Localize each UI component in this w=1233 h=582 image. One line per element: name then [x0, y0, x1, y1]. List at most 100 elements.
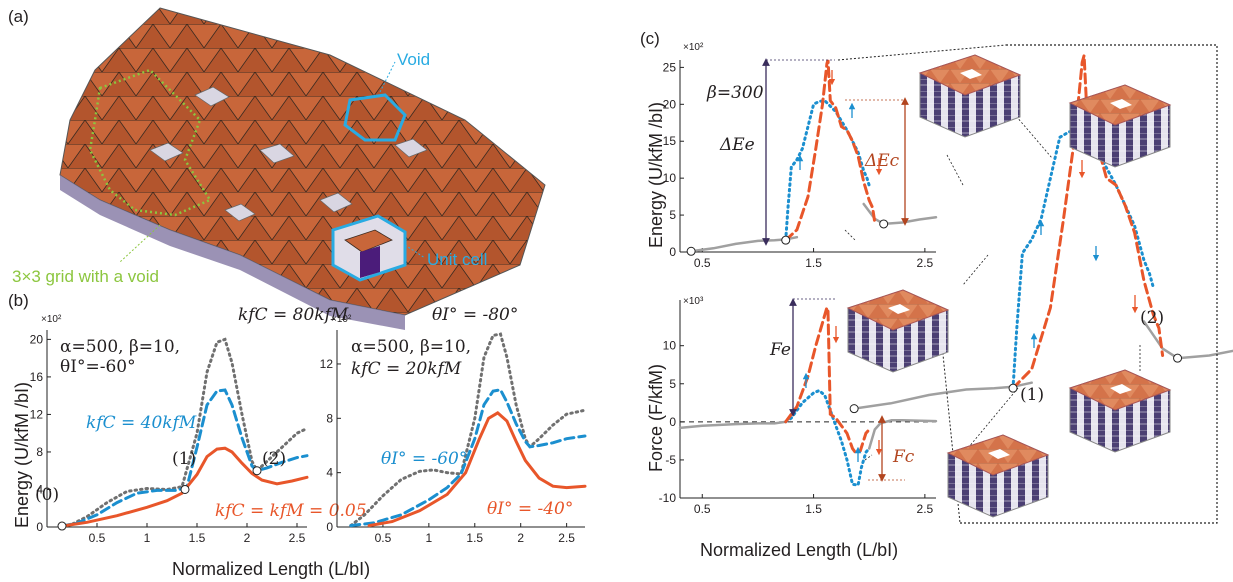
y-tick-label: 25 — [663, 60, 677, 74]
state-point-1 — [781, 235, 791, 245]
c-pt1: (1) — [1020, 385, 1044, 405]
c-delta-c: ΔEc — [864, 151, 900, 171]
y-tick-label: 12 — [320, 357, 334, 371]
x-tick-label: 1.5 — [189, 531, 206, 545]
unit-cell-label: Unit cell — [427, 250, 487, 269]
series-line-2 — [1011, 128, 1155, 390]
state-point-1 — [1008, 383, 1018, 393]
c-fe: Fe — [769, 340, 791, 360]
origami-lattice-illustration — [59, 7, 546, 330]
folded-state-illustrations — [846, 54, 1172, 518]
b-left-pt0: (0) — [35, 485, 59, 505]
x-tick-label: 0.5 — [694, 256, 711, 270]
panel-b-ylabel: Energy (U/kfM /bI) — [12, 382, 32, 528]
x-tick-label: 2.5 — [917, 256, 934, 270]
y-tick-label: 15 — [663, 134, 677, 148]
y-tick-label: -5 — [665, 453, 676, 467]
state-point-2 — [879, 219, 889, 229]
series-line-0 — [689, 235, 799, 253]
grid-label: 3×3 grid with a void — [12, 267, 159, 286]
b-left-params2: θI°=-60° — [60, 357, 136, 377]
x-tick-label: 2.5 — [917, 502, 934, 516]
panel-c-force-ylabel: Force (F/kfM) — [646, 364, 666, 472]
y-tick-label: -10 — [659, 491, 677, 505]
b-left-params1: α=500, β=10, — [60, 337, 180, 357]
b-left-scale: ×10² — [41, 314, 62, 325]
x-tick-label: 2.5 — [289, 531, 306, 545]
b-right-params2: kfC = 20kfM — [351, 359, 462, 379]
c-fc: Fc — [892, 447, 915, 467]
x-tick-label: 2 — [517, 531, 524, 545]
y-tick-label: 0 — [326, 520, 333, 534]
x-tick-label: 1.5 — [805, 256, 822, 270]
chart-b-left: 0.5 1 1.5 2 2.5 0 4 8 12 16 20 — [30, 330, 309, 545]
panel-a-label: (a) — [8, 7, 29, 26]
x-tick-label: 1 — [426, 531, 433, 545]
b-left-kfc-mid: kfC = 40kfM — [86, 413, 197, 433]
y-tick-label: 8 — [326, 411, 333, 425]
b-right-theta-top: θI° = -80° — [432, 305, 518, 325]
y-tick-label: 20 — [30, 332, 44, 346]
series-line-2 — [60, 446, 309, 528]
series-line-0 — [852, 381, 1033, 410]
state-point-1 — [180, 484, 190, 494]
series-line-1 — [349, 388, 587, 528]
c-energy-scale: ×10² — [683, 42, 704, 53]
state-point-2 — [252, 466, 262, 476]
b-left-pt1: (1) — [172, 449, 196, 469]
chart-b-right: 0.5 1 1.5 2 2.5 0 4 8 12 — [320, 330, 587, 545]
state-point-0 — [686, 246, 696, 256]
void-label: Void — [397, 50, 430, 69]
series-line-0 — [349, 332, 587, 528]
panel-c-label: (c) — [640, 29, 660, 48]
state-point-0 — [57, 521, 67, 531]
panel-c-energy-ylabel: Energy (U/kfM /bI) — [646, 102, 666, 248]
y-tick-label: 0 — [669, 415, 676, 429]
series-line-2 — [784, 99, 871, 242]
y-tick-label: 10 — [663, 339, 677, 353]
c-delta-e: ΔEe — [719, 135, 755, 155]
unit-cell-illustration — [331, 214, 426, 282]
x-tick-label: 2 — [244, 531, 251, 545]
c-beta-label: β=300 — [706, 83, 764, 103]
panel-b-xlabel: Normalized Length (L/bI) — [172, 559, 370, 579]
x-tick-label: 1.5 — [805, 502, 822, 516]
series-line-1 — [60, 388, 309, 528]
c-pt2: (2) — [1140, 308, 1164, 328]
series-line-2 — [784, 388, 871, 487]
y-tick-label: 20 — [663, 97, 677, 111]
y-tick-label: 5 — [669, 208, 676, 222]
series-line-1 — [1142, 320, 1233, 360]
y-tick-label: 0 — [36, 520, 43, 534]
chart-c-energy: 0.5 1.5 2.5 0 5 10 15 20 25 — [663, 59, 938, 270]
b-right-theta-bot: θI° = -40° — [487, 499, 573, 519]
x-tick-label: 0.5 — [375, 531, 392, 545]
y-tick-label: 5 — [669, 377, 676, 391]
series-line-0 — [60, 337, 309, 528]
y-tick-label: 4 — [36, 482, 43, 496]
b-left-kfc-bot: kfC = kfM = 0.05 — [215, 501, 367, 521]
state-point-0 — [849, 404, 859, 414]
x-tick-label: 1.5 — [466, 531, 483, 545]
b-right-scale: ×10² — [331, 314, 352, 325]
y-tick-label: 4 — [326, 466, 333, 480]
state-point-2 — [1173, 353, 1183, 363]
series-line-0 — [678, 420, 787, 430]
y-tick-label: 8 — [36, 445, 43, 459]
c-force-scale: ×10³ — [683, 296, 704, 307]
y-tick-label: 0 — [669, 245, 676, 259]
b-left-kfc-top: kfC = 80kfM — [238, 305, 349, 325]
x-tick-label: 2.5 — [558, 531, 575, 545]
series-line-3 — [784, 59, 877, 242]
b-right-theta-mid: θI° = -60° — [381, 449, 467, 469]
x-tick-label: 1 — [144, 531, 151, 545]
y-tick-label: 10 — [663, 171, 677, 185]
x-tick-label: 0.5 — [89, 531, 106, 545]
series-line-1 — [867, 419, 938, 450]
b-right-params1: α=500, β=10, — [351, 337, 471, 357]
x-tick-label: 0.5 — [694, 502, 711, 516]
y-tick-label: 16 — [30, 370, 44, 384]
c-annotations — [762, 44, 1218, 524]
y-tick-label: 12 — [30, 407, 44, 421]
